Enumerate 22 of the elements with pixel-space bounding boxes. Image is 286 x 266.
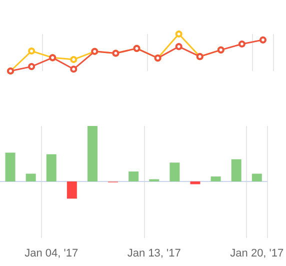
x-tick-label: Jan 13, '17 xyxy=(127,248,181,260)
point xyxy=(28,63,36,70)
point xyxy=(238,40,246,48)
x-tick-label: Jan 20, '17 xyxy=(230,248,284,260)
x-tick-label: Jan 04, '17 xyxy=(24,248,78,260)
bar xyxy=(252,174,262,182)
point xyxy=(175,43,182,50)
bar xyxy=(190,181,200,184)
bar xyxy=(128,171,139,182)
bar xyxy=(231,159,242,182)
bar xyxy=(5,152,16,182)
point xyxy=(70,56,78,64)
bar xyxy=(46,154,56,182)
point xyxy=(70,66,78,73)
point xyxy=(28,48,36,55)
bar xyxy=(66,181,77,199)
bar xyxy=(26,174,36,182)
bar xyxy=(210,176,221,182)
bar xyxy=(170,162,180,182)
bar xyxy=(87,126,98,182)
point xyxy=(259,36,266,44)
point xyxy=(175,30,182,38)
